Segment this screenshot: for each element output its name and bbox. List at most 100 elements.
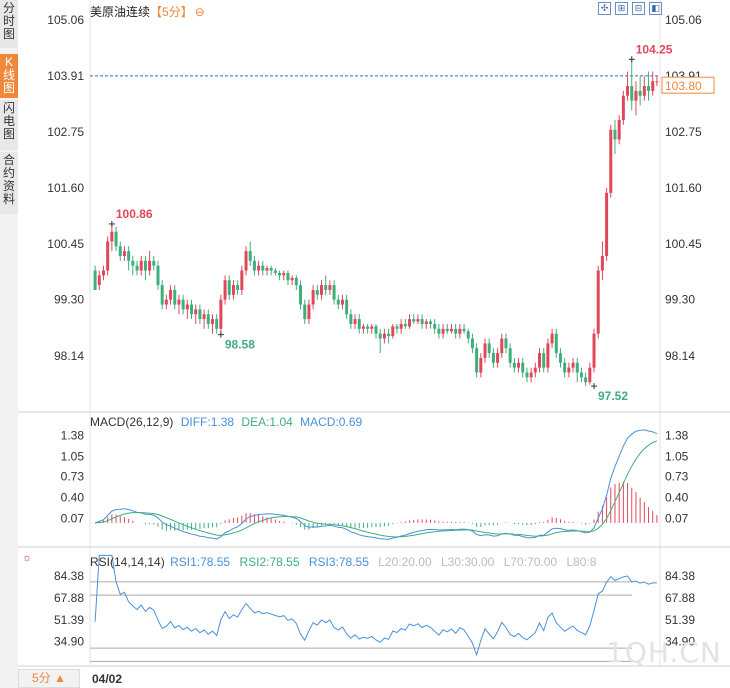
candle-body <box>525 372 529 378</box>
candle-body <box>210 319 214 324</box>
candle-body <box>261 265 265 271</box>
macd-value-label: MACD:0.69 <box>300 415 363 429</box>
candle-body <box>177 299 181 305</box>
candle-body <box>332 285 336 300</box>
candle-body <box>575 362 579 373</box>
rsi-title: RSI(14,14,14) <box>90 555 165 569</box>
price-tick-left: 105.06 <box>47 13 84 27</box>
candle-body <box>416 319 420 322</box>
price-tick-left: 100.45 <box>47 237 84 251</box>
candle-body <box>512 362 516 368</box>
candle-body <box>567 367 571 373</box>
candle-body <box>542 353 546 368</box>
candle-body <box>433 323 437 329</box>
zoom-in-icon[interactable]: ⊞ <box>615 2 628 15</box>
period-select-button[interactable]: 5分 ▲ <box>18 669 80 688</box>
candle-body <box>198 309 202 320</box>
candle-body <box>412 319 416 322</box>
candle-body <box>240 270 244 290</box>
candle-body <box>97 275 101 286</box>
candle-body <box>169 289 173 300</box>
candle-body <box>227 280 231 295</box>
candle-body <box>500 338 504 354</box>
candle-body <box>349 314 353 324</box>
settings-gear-icon[interactable]: ☼ <box>22 552 33 564</box>
rsi-tick-left: 84.38 <box>54 569 84 583</box>
candle-body <box>558 353 562 363</box>
move-icon[interactable]: ✣ <box>598 2 611 15</box>
rsi-tick-right: 84.38 <box>665 569 695 583</box>
candle-body <box>458 328 462 334</box>
candle-body <box>621 95 625 121</box>
candle-body <box>324 285 328 290</box>
circle-minus-icon[interactable]: ⊖ <box>194 5 205 19</box>
candle-body <box>244 251 248 271</box>
candle-body <box>269 268 273 271</box>
candle-body <box>454 328 458 334</box>
current-price-box <box>661 76 715 94</box>
candle-body <box>466 331 470 339</box>
macd-legend: MACD(26,12,9) DIFF:1.38 DEA:1.04 MACD:0.… <box>90 415 362 429</box>
candle-body <box>588 367 592 383</box>
tab-time-sharing-label: 分时图 <box>2 1 15 41</box>
candle-body <box>101 270 105 276</box>
reset-icon[interactable]: ◧ <box>649 2 662 15</box>
candle-body <box>429 321 433 324</box>
candle-body <box>642 86 646 96</box>
candle-body <box>370 326 374 329</box>
tab-flash[interactable]: 闪电图 <box>0 100 18 150</box>
candle-body <box>93 270 97 290</box>
candle-body <box>596 270 600 334</box>
price-tick-right: 100.45 <box>665 237 702 251</box>
candle-body <box>202 314 206 320</box>
candle-body <box>336 299 340 305</box>
candle-body <box>483 343 487 358</box>
price-tick-left: 103.91 <box>47 69 84 83</box>
tab-time-sharing[interactable]: 分时图 <box>0 0 18 48</box>
candle-body <box>303 304 307 320</box>
candle-body <box>613 129 617 140</box>
rsi-tick-left: 51.39 <box>54 613 84 627</box>
candle-body <box>399 323 403 329</box>
candle-body <box>152 260 156 266</box>
price-tick-right: 105.06 <box>665 13 702 27</box>
current-price-label: 103.80 <box>665 79 702 93</box>
tab-contract-info[interactable]: 合约资料 <box>0 152 18 214</box>
rsi-tick-right: 67.88 <box>665 591 695 605</box>
candle-body <box>114 231 118 247</box>
zoom-out-icon[interactable]: ⊟ <box>632 2 645 15</box>
watermark: 1QH.CN <box>606 636 722 669</box>
candle-body <box>307 304 311 320</box>
candle-body <box>122 251 126 256</box>
price-tick-left: 101.60 <box>47 181 84 195</box>
macd-tick-right: 0.07 <box>665 511 689 525</box>
macd-diff-label: DIFF:1.38 <box>180 415 235 429</box>
candle-body <box>378 333 382 339</box>
macd-tick-right: 1.05 <box>665 449 689 463</box>
candle-body <box>319 285 323 295</box>
candle-body <box>286 272 290 281</box>
candle-body <box>445 328 449 332</box>
candle-body <box>257 265 261 271</box>
period-label: 【5分】 <box>150 5 193 19</box>
macd-tick-right: 0.40 <box>665 491 689 505</box>
rsi1-label: RSI1:78.55 <box>170 555 231 569</box>
candle-body <box>592 333 596 368</box>
instrument-name: 美原油连续 <box>90 5 151 19</box>
candle-body <box>634 90 638 101</box>
candle-body <box>206 314 210 324</box>
annotation-label: 98.58 <box>225 338 255 352</box>
price-tick-left: 102.75 <box>47 125 84 139</box>
candle-body <box>487 343 491 354</box>
candle-body <box>475 348 479 373</box>
macd-dea-line <box>95 440 658 538</box>
candle-body <box>148 260 152 271</box>
candle-body <box>315 289 319 295</box>
candle-body <box>391 326 395 337</box>
candle-body <box>395 326 399 329</box>
candle-body <box>504 338 508 349</box>
candle-body <box>236 285 240 290</box>
candle-body <box>521 362 525 373</box>
